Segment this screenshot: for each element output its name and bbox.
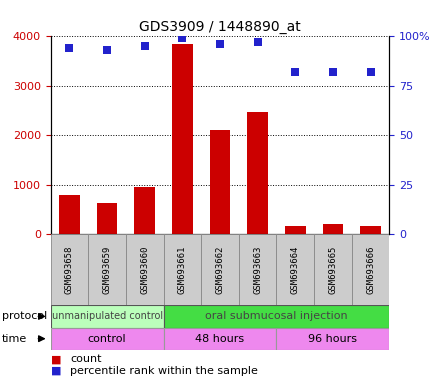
Text: 48 hours: 48 hours — [195, 334, 245, 344]
Point — [179, 35, 186, 41]
Bar — [134, 187, 155, 234]
Text: GSM693660: GSM693660 — [140, 246, 149, 294]
Title: GDS3909 / 1448890_at: GDS3909 / 1448890_at — [139, 20, 301, 34]
Bar — [352, 234, 389, 305]
Bar — [97, 203, 117, 234]
Point — [330, 69, 337, 75]
Point — [367, 69, 374, 75]
Bar — [164, 328, 276, 350]
Text: GSM693662: GSM693662 — [216, 246, 224, 294]
Bar — [164, 234, 201, 305]
Text: ■: ■ — [51, 366, 61, 376]
Point — [254, 39, 261, 45]
Text: time: time — [2, 334, 27, 344]
Text: protocol: protocol — [2, 311, 48, 321]
Bar — [126, 234, 164, 305]
Bar — [172, 44, 193, 234]
Point — [141, 43, 148, 50]
Text: GSM693659: GSM693659 — [103, 246, 112, 294]
Bar — [360, 226, 381, 234]
Bar — [276, 328, 389, 350]
Text: GSM693661: GSM693661 — [178, 246, 187, 294]
Bar — [239, 234, 276, 305]
Bar — [51, 305, 164, 328]
Bar — [247, 112, 268, 234]
Text: GSM693666: GSM693666 — [366, 246, 375, 294]
Point — [216, 41, 224, 48]
Text: count: count — [70, 354, 102, 364]
Bar — [276, 234, 314, 305]
Bar — [59, 195, 80, 234]
Text: oral submucosal injection: oral submucosal injection — [205, 311, 348, 321]
Bar — [88, 234, 126, 305]
Text: GSM693664: GSM693664 — [291, 246, 300, 294]
Point — [103, 47, 110, 53]
Text: 96 hours: 96 hours — [308, 334, 357, 344]
Text: GSM693663: GSM693663 — [253, 246, 262, 294]
Bar — [51, 234, 88, 305]
Point — [292, 69, 299, 75]
Text: control: control — [88, 334, 126, 344]
Bar — [201, 234, 239, 305]
Bar — [209, 131, 231, 234]
Point — [66, 45, 73, 51]
Text: ■: ■ — [51, 354, 61, 364]
Bar — [314, 234, 352, 305]
Text: GSM693665: GSM693665 — [328, 246, 337, 294]
Bar — [323, 224, 343, 234]
Bar — [51, 328, 164, 350]
Bar — [285, 226, 306, 234]
Text: GSM693658: GSM693658 — [65, 246, 74, 294]
Text: unmanipulated control: unmanipulated control — [51, 311, 163, 321]
Bar — [164, 305, 389, 328]
Text: percentile rank within the sample: percentile rank within the sample — [70, 366, 258, 376]
